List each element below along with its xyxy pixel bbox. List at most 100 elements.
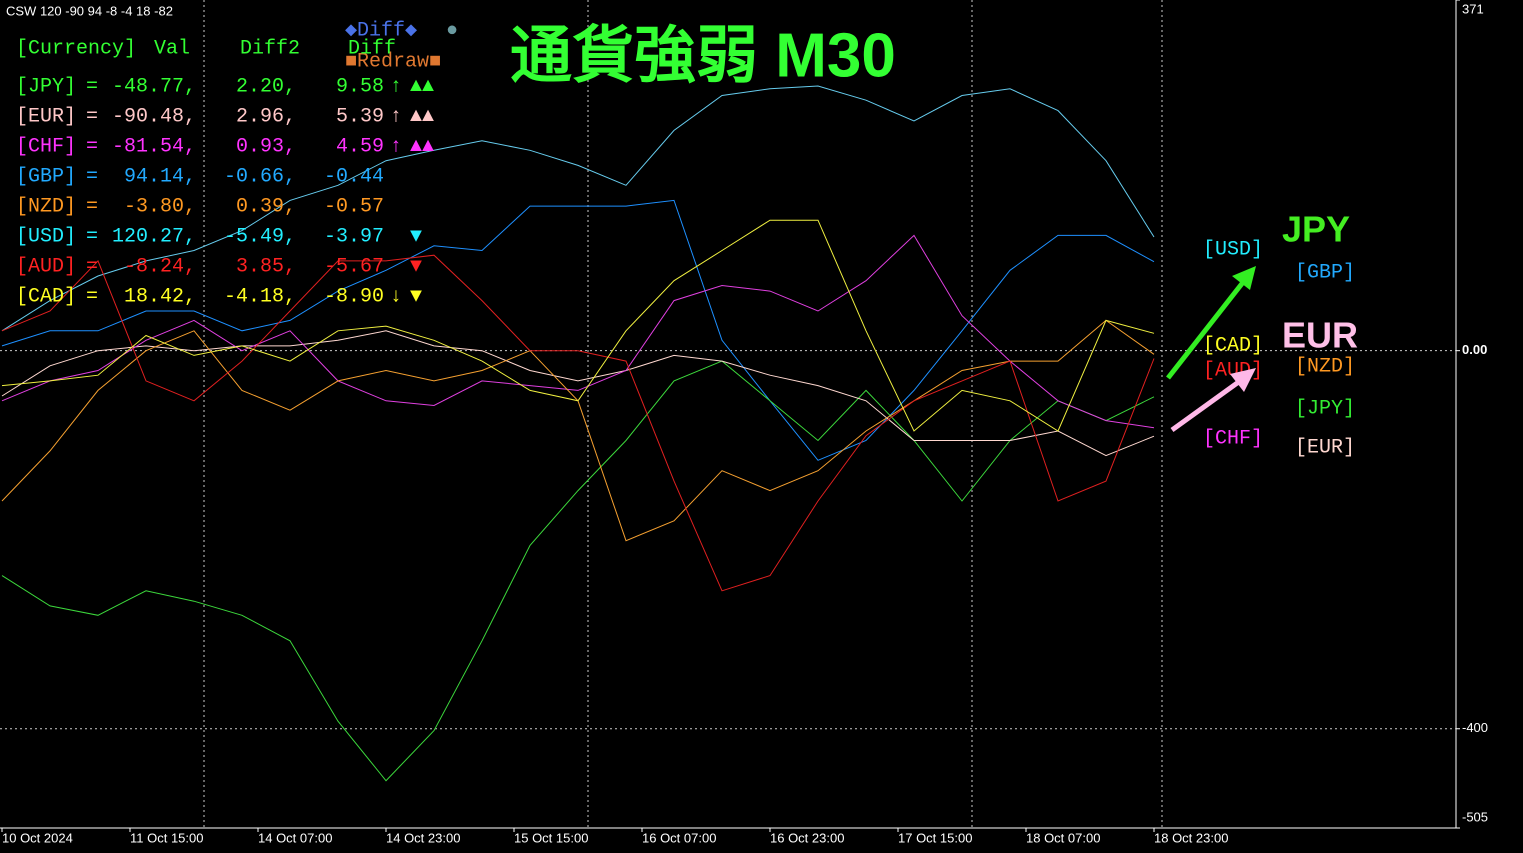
panel-label: [CAD] <box>16 285 76 308</box>
x-tick-label: 16 Oct 23:00 <box>770 830 844 845</box>
panel-diff: 5.39 <box>336 105 384 128</box>
lines <box>0 85 1456 782</box>
panel-eq: = <box>86 165 98 188</box>
arrows <box>1166 266 1256 433</box>
panel-diff2: 2.20, <box>236 75 296 98</box>
panel-arrow: ↓ <box>390 285 402 308</box>
x-tick-label: 17 Oct 15:00 <box>898 830 972 845</box>
series-line <box>1 219 1155 432</box>
x-tick-label: 15 Oct 15:00 <box>514 830 588 845</box>
x-tick-label: 14 Oct 23:00 <box>386 830 460 845</box>
panel-eq: = <box>86 195 98 218</box>
panel-mark: ▲▲ <box>410 105 434 128</box>
currency-label: [USD] <box>1203 238 1263 261</box>
panel-diff: -3.97 <box>324 225 384 248</box>
panel-mark: ▼ <box>410 225 422 248</box>
panel-val: -8.24, <box>124 255 196 278</box>
currency-label: [CAD] <box>1203 334 1263 357</box>
y-tick-label: 371 <box>1462 1 1484 16</box>
x-tick-label: 14 Oct 07:00 <box>258 830 332 845</box>
panel-val: -48.77, <box>112 75 196 98</box>
series-line <box>1 199 1155 461</box>
x-tick-label: 18 Oct 23:00 <box>1154 830 1228 845</box>
currency-label: JPY <box>1282 209 1350 250</box>
panel-val: -3.80, <box>124 195 196 218</box>
series-line <box>1 330 1155 457</box>
x-tick-label: 16 Oct 07:00 <box>642 830 716 845</box>
currency-label: [GBP] <box>1295 261 1355 284</box>
currency-label: [NZD] <box>1295 355 1355 378</box>
y-tick-label: 0.00 <box>1462 342 1487 357</box>
button: ■Redraw■ <box>345 50 441 73</box>
x-tick-label: 18 Oct 07:00 <box>1026 830 1100 845</box>
panel-header: Diff2 <box>240 37 300 60</box>
panel-diff: -0.44 <box>324 165 384 188</box>
x-tick-label: 10 Oct 2024 <box>2 830 73 845</box>
button: ◆Diff◆ <box>345 19 417 42</box>
y-tick-label: -400 <box>1462 720 1488 735</box>
panel-eq: = <box>86 255 98 278</box>
series-line <box>1 234 1155 429</box>
panel-eq: = <box>86 225 98 248</box>
panel-mark: ▲▲ <box>410 75 434 98</box>
panel-diff2: 2.96, <box>236 105 296 128</box>
button: ● <box>446 19 458 42</box>
currency-label: [EUR] <box>1295 436 1355 459</box>
series-line <box>1 319 1155 542</box>
panel-arrow: ↑ <box>390 75 402 98</box>
panel-val: -81.54, <box>112 135 196 158</box>
panel-diff: -5.67 <box>324 255 384 278</box>
panel-diff2: -4.18, <box>224 285 296 308</box>
panel-label: [NZD] <box>16 195 76 218</box>
currency-label: [JPY] <box>1295 397 1355 420</box>
panel-label: [JPY] <box>16 75 76 98</box>
panel-label: [USD] <box>16 225 76 248</box>
chart-title: 通貨強弱 M30 <box>510 21 896 90</box>
arrow-up <box>1166 279 1246 380</box>
panel-header: Diff <box>348 37 396 60</box>
panel-arrow: ↑ <box>390 105 402 128</box>
panel-mark: ▼ <box>410 255 422 278</box>
arrow-head <box>1230 368 1256 392</box>
currency-label: EUR <box>1282 315 1358 356</box>
panel-diff2: 3.85, <box>236 255 296 278</box>
panel-label: [GBP] <box>16 165 76 188</box>
panel-diff2: -5.49, <box>224 225 296 248</box>
panel-diff: -0.57 <box>324 195 384 218</box>
panel-header: Val <box>154 37 190 60</box>
series-line <box>1 254 1155 592</box>
panel-diff2: 0.39, <box>236 195 296 218</box>
panel-header: [Currency] <box>16 37 136 60</box>
panel-label: [AUD] <box>16 255 76 278</box>
panel-val: -90.48, <box>112 105 196 128</box>
panel-label: [EUR] <box>16 105 76 128</box>
panel-mark: ▲▲ <box>410 135 434 158</box>
panel-val: 120.27, <box>112 225 196 248</box>
arrow-up <box>1170 378 1242 433</box>
panel-arrow: ↑ <box>390 135 402 158</box>
overlay: CSW 120 -90 94 -8 -4 18 -82 通貨強弱 M30 ◆Diff… <box>6 3 1358 459</box>
panel-diff: -8.90 <box>324 285 384 308</box>
panel-diff2: -0.66, <box>224 165 296 188</box>
panel-eq: = <box>86 285 98 308</box>
panel-mark: ▼ <box>410 285 422 308</box>
panel-val: 94.14, <box>124 165 196 188</box>
panel-diff: 4.59 <box>336 135 384 158</box>
panel-diff: 9.58 <box>336 75 384 98</box>
arrow-head <box>1232 266 1256 290</box>
x-tick-label: 11 Oct 15:00 <box>130 830 203 845</box>
series-line <box>1 360 1155 782</box>
panel-eq: = <box>86 105 98 128</box>
day-separators <box>203 0 1163 828</box>
panel-eq: = <box>86 75 98 98</box>
panel-diff2: 0.93, <box>236 135 296 158</box>
currency-label: [CHF] <box>1203 427 1263 450</box>
panel-label: [CHF] <box>16 135 76 158</box>
info-text: CSW 120 -90 94 -8 -4 18 -82 <box>6 3 173 18</box>
series-line <box>1 85 1155 332</box>
panel-eq: = <box>86 135 98 158</box>
panel-val: 18.42, <box>124 285 196 308</box>
y-tick-label: -505 <box>1462 809 1488 824</box>
